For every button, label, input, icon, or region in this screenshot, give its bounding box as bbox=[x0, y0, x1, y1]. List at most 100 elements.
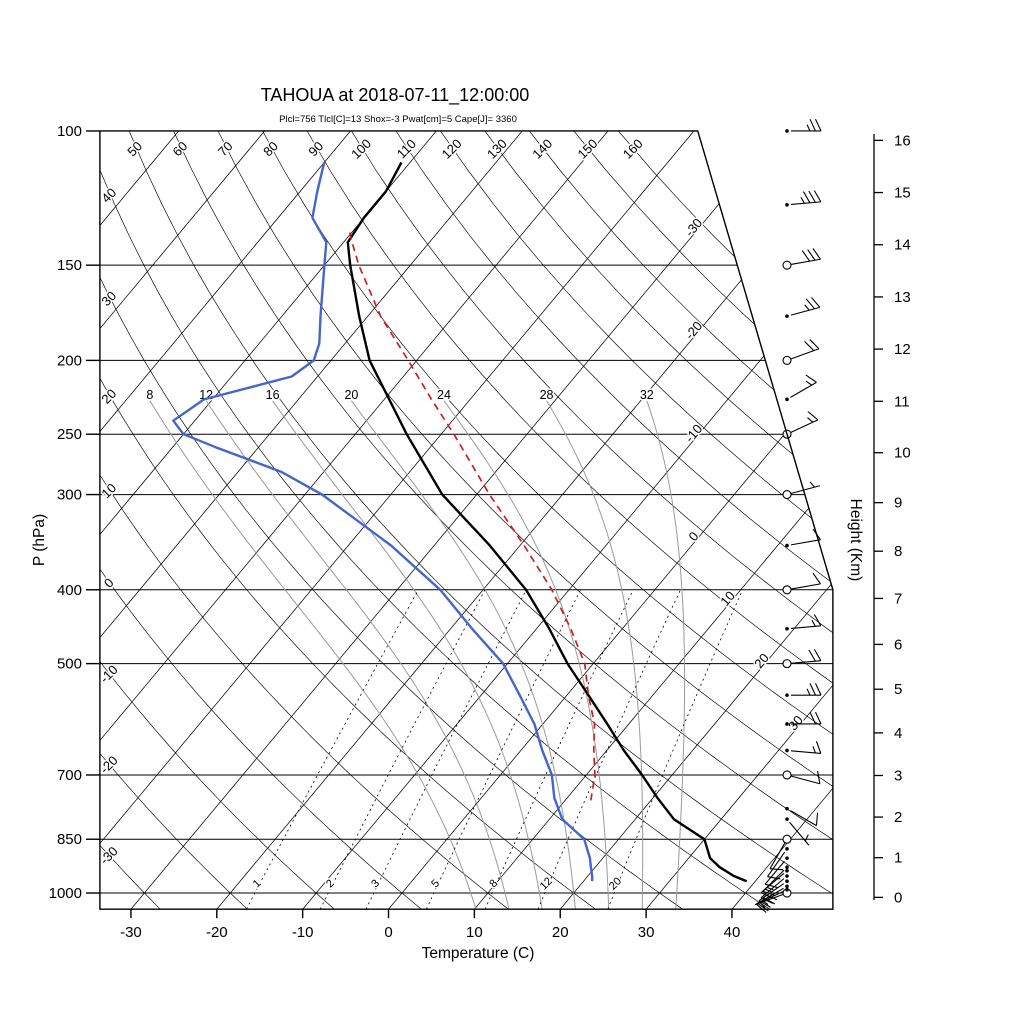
height-tick-label: 0 bbox=[894, 889, 902, 906]
barb-staff bbox=[789, 821, 810, 846]
barb-feather-full bbox=[805, 374, 817, 383]
height-tick-label: 16 bbox=[894, 132, 911, 149]
isotherm-label: 20 bbox=[751, 650, 772, 671]
barb-staff bbox=[790, 750, 821, 754]
barb-feather-full bbox=[802, 191, 811, 204]
dry-adiabat-line bbox=[217, 130, 833, 910]
barb-staff bbox=[790, 306, 820, 316]
barb-feather-full bbox=[809, 711, 816, 725]
isotherm-line bbox=[99, 130, 179, 910]
isotherm-line bbox=[130, 130, 781, 910]
pressure-tick-label: 150 bbox=[57, 257, 82, 274]
pressure-tick-label: 250 bbox=[57, 426, 82, 443]
temperature-tick-label: 20 bbox=[552, 924, 569, 941]
dry-adiabat-line bbox=[99, 130, 248, 910]
barb-feather-full bbox=[812, 572, 821, 585]
isotherm-line bbox=[99, 130, 609, 910]
isotherm-line bbox=[216, 130, 833, 910]
significant-level-marker bbox=[785, 314, 789, 318]
barb-staff bbox=[757, 887, 784, 904]
pressure-axis-label: P (hPa) bbox=[31, 514, 48, 566]
wind-barb bbox=[785, 711, 822, 726]
dry-adiabat-label: 70 bbox=[215, 138, 236, 159]
barb-feather-full bbox=[815, 812, 819, 826]
dry-adiabat-label: 80 bbox=[260, 138, 281, 159]
barb-staff bbox=[769, 842, 786, 869]
chart-subtitle: Plcl=756 Tlcl[C]=13 Shox=-3 Pwat[cm]=5 C… bbox=[279, 114, 517, 125]
dry-adiabat-label: 10 bbox=[98, 480, 119, 501]
isotherm-line bbox=[99, 130, 523, 910]
dry-adiabat-label: 0 bbox=[101, 575, 117, 591]
barb-staff bbox=[790, 485, 820, 495]
barb-staff bbox=[764, 860, 785, 885]
height-tick-label: 8 bbox=[894, 543, 902, 560]
barb-feather-full bbox=[812, 248, 821, 260]
moist-adiabat-label: 32 bbox=[640, 388, 654, 402]
mixing-ratio-line bbox=[537, 589, 681, 910]
barb-feather-full bbox=[807, 411, 819, 421]
barb-staff bbox=[790, 419, 819, 434]
moist-adiabat-label: 8 bbox=[146, 388, 153, 402]
moist-adiabat-label: 28 bbox=[540, 388, 554, 402]
temperature-curve bbox=[346, 161, 748, 883]
dry-adiabat-label: 110 bbox=[394, 136, 419, 161]
significant-level-marker bbox=[785, 817, 789, 821]
temperature-tick-label: -20 bbox=[206, 924, 228, 941]
significant-level-marker bbox=[785, 806, 789, 811]
moist-adiabat-label: 16 bbox=[266, 388, 280, 402]
significant-level-marker bbox=[785, 874, 789, 878]
pressure-tick-label: 400 bbox=[57, 582, 82, 599]
wind-barb bbox=[785, 374, 817, 402]
significant-level-marker bbox=[785, 868, 789, 873]
pressure-tick-label: 700 bbox=[57, 767, 82, 784]
mixing-ratio-line bbox=[484, 589, 634, 910]
pressure-tick-label: 100 bbox=[57, 123, 82, 140]
wind-barb bbox=[757, 884, 789, 912]
wind-barb bbox=[758, 879, 789, 908]
dry-adiabat-label: 40 bbox=[98, 185, 119, 206]
sounding-curves bbox=[172, 161, 748, 883]
height-tick-label: 10 bbox=[894, 445, 911, 462]
significant-level-marker bbox=[785, 865, 789, 870]
barb-staff bbox=[790, 348, 820, 360]
mixing-ratio-label: 8 bbox=[487, 877, 500, 890]
barb-feather-full bbox=[817, 770, 821, 784]
wind-barb bbox=[785, 741, 822, 754]
height-tick-label: 5 bbox=[894, 681, 902, 698]
isotherm-line bbox=[388, 130, 833, 910]
mixing-ratio-label: 5 bbox=[429, 877, 442, 890]
barb-feather-full bbox=[808, 190, 816, 203]
pressure-tick-label: 500 bbox=[57, 656, 82, 673]
dry-adiabat-line bbox=[351, 130, 833, 910]
barb-feather-full bbox=[809, 118, 816, 132]
pressure-tick-label: 200 bbox=[57, 352, 82, 369]
mixing-ratio-line bbox=[319, 589, 486, 910]
barb-feather-full bbox=[809, 339, 820, 350]
barb-feather-full bbox=[809, 683, 816, 696]
barb-feather-full bbox=[804, 341, 815, 352]
dry-adiabat-label: 130 bbox=[484, 136, 510, 162]
height-tick-label: 4 bbox=[894, 725, 902, 742]
barb-feather-half bbox=[812, 746, 816, 754]
barb-feather-full bbox=[815, 118, 822, 132]
barb-feather-full bbox=[763, 897, 776, 905]
wind-barb bbox=[785, 806, 819, 827]
temperature-axis-label: Temperature (C) bbox=[422, 945, 535, 962]
isotherm-line bbox=[645, 130, 833, 910]
barb-feather-full bbox=[760, 897, 773, 904]
barb-feather-half bbox=[759, 902, 766, 909]
mandatory-level-marker bbox=[782, 355, 792, 365]
temperature-tick-label: 30 bbox=[638, 924, 655, 941]
barb-staff bbox=[762, 869, 785, 892]
mandatory-level-marker bbox=[782, 659, 792, 669]
pressure-tick-label: 850 bbox=[57, 831, 82, 848]
height-tick-label: 12 bbox=[894, 341, 911, 358]
dry-adiabat-label: 120 bbox=[439, 136, 465, 162]
barb-staff bbox=[790, 660, 821, 664]
barb-staff bbox=[790, 381, 817, 398]
wind-barb-column bbox=[754, 118, 822, 913]
height-tick-label: 13 bbox=[894, 289, 911, 306]
dry-adiabat-label: 150 bbox=[575, 136, 601, 162]
significant-level-marker bbox=[785, 722, 789, 726]
